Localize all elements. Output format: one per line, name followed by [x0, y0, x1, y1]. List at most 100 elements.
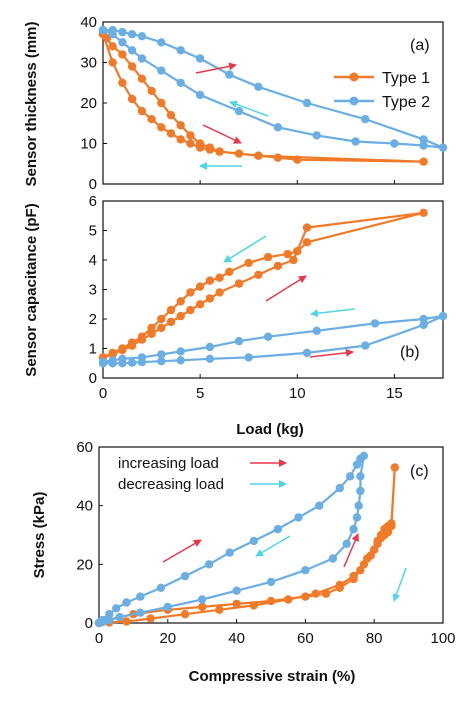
data-point-type-2 — [345, 472, 355, 481]
data-point-type-1 — [249, 601, 258, 610]
data-point-type-1 — [293, 247, 302, 256]
data-point-type-1 — [198, 602, 207, 612]
data-point-type-2 — [273, 123, 283, 132]
data-point-type-2 — [94, 618, 104, 628]
panel-c-ticks: 0 20 40 60 0 20 40 60 80 100 — [76, 439, 455, 647]
y-tick-label: 6 — [89, 193, 97, 210]
data-point-type-1 — [147, 115, 156, 124]
panel-b-series — [98, 208, 448, 368]
y-tick-label: 30 — [80, 55, 97, 72]
panel-a-label: (a) — [410, 37, 430, 54]
data-point-type-1 — [273, 153, 283, 162]
data-point-type-2 — [225, 548, 234, 557]
x-tick-label: 10 — [289, 385, 306, 402]
data-point-type-2 — [98, 357, 108, 366]
data-point-type-1 — [263, 252, 273, 262]
data-point-type-2 — [136, 592, 145, 601]
data-point-type-2 — [180, 571, 190, 581]
data-point-type-2 — [127, 46, 137, 55]
panel-b-arrow-red-lower — [309, 348, 354, 358]
data-point-type-1 — [215, 273, 224, 282]
y-tick-label: 40 — [76, 498, 93, 515]
data-point-type-1 — [146, 614, 155, 623]
data-point-type-2 — [419, 320, 428, 330]
data-point-type-2 — [390, 139, 399, 148]
data-point-type-1 — [166, 317, 176, 327]
panel-c-frame — [98, 446, 444, 624]
data-point-type-2 — [361, 341, 370, 350]
data-point-type-2 — [419, 314, 428, 324]
data-point-type-2 — [312, 326, 321, 335]
data-point-type-2 — [156, 583, 166, 592]
data-point-type-1 — [118, 78, 127, 88]
panel-c: 0 20 40 60 0 20 40 60 80 100 (c) Stress (kPa) Com… — [31, 439, 456, 685]
data-point-type-1 — [137, 332, 147, 341]
data-point-type-2 — [349, 524, 358, 534]
data-point-type-2 — [232, 586, 241, 595]
x-tick-label: 5 — [196, 385, 204, 402]
data-point-type-1 — [205, 294, 215, 303]
data-point-type-1 — [166, 111, 176, 120]
data-point-type-2 — [419, 135, 428, 144]
data-point-type-1 — [147, 329, 156, 338]
data-point-type-1 — [157, 323, 166, 333]
panel-a-arrow-red-upper — [195, 62, 237, 74]
data-point-type-1 — [283, 249, 292, 259]
panel-c-ylabel: Stress (kPa) — [31, 492, 48, 579]
data-point-type-1 — [273, 261, 283, 271]
data-point-type-1 — [366, 551, 375, 560]
data-point-type-2 — [157, 66, 166, 75]
data-point-type-2 — [137, 32, 147, 41]
panel-c-arrow-red-left — [162, 539, 202, 563]
data-point-type-1 — [225, 267, 234, 276]
data-point-type-1 — [176, 297, 185, 306]
data-point-type-2 — [328, 554, 338, 563]
x-tick-label: 15 — [386, 385, 403, 402]
data-point-type-1 — [321, 589, 331, 598]
data-point-type-1 — [302, 223, 312, 232]
y-tick-label: 0 — [89, 370, 97, 387]
y-tick-label: 20 — [80, 95, 97, 112]
data-point-type-1 — [311, 589, 320, 598]
data-point-type-2 — [438, 311, 448, 321]
data-point-type-2 — [136, 608, 145, 617]
data-point-type-2 — [351, 137, 360, 146]
panel-b: 0 1 2 3 4 5 6 0 5 10 15 (b) Sensor capacitance (pF… — [23, 193, 448, 438]
panel-c-xlabel: Compressive strain (%) — [189, 668, 356, 685]
data-point-type-2 — [105, 615, 114, 625]
legend-marker-type1 — [349, 72, 359, 82]
data-point-type-1 — [419, 208, 428, 217]
data-point-type-1 — [359, 560, 369, 569]
y-tick-label: 40 — [80, 14, 97, 31]
data-point-type-2 — [354, 501, 363, 510]
data-point-type-2 — [176, 46, 185, 55]
note-increasing-load: increasing load — [118, 455, 219, 472]
y-tick-label: 1 — [89, 341, 97, 358]
y-tick-label: 5 — [89, 223, 97, 240]
data-point-type-2 — [157, 38, 166, 47]
data-point-type-1 — [215, 147, 224, 156]
data-point-type-2 — [176, 347, 185, 356]
data-point-type-1 — [234, 149, 244, 158]
data-point-type-2 — [263, 332, 273, 341]
data-point-type-2 — [438, 143, 448, 152]
data-point-type-1 — [293, 155, 302, 164]
data-point-type-1 — [176, 311, 185, 321]
data-point-type-1 — [302, 238, 312, 247]
data-point-type-2 — [204, 560, 214, 569]
data-point-type-2 — [315, 501, 324, 510]
y-tick-label: 3 — [89, 282, 97, 299]
x-tick-label: 60 — [297, 630, 314, 647]
data-point-type-2 — [361, 115, 370, 124]
data-point-type-1 — [166, 129, 176, 138]
data-point-type-1 — [195, 300, 205, 309]
data-point-type-2 — [118, 27, 127, 37]
legend: Type 1 Type 2 — [334, 70, 430, 111]
data-point-type-2 — [195, 90, 205, 100]
data-point-type-2 — [419, 141, 428, 150]
panel-c-arrow-cyan-right — [392, 567, 407, 602]
data-point-type-2 — [137, 54, 147, 63]
data-point-type-1 — [266, 596, 276, 606]
data-point-type-1 — [137, 106, 147, 116]
